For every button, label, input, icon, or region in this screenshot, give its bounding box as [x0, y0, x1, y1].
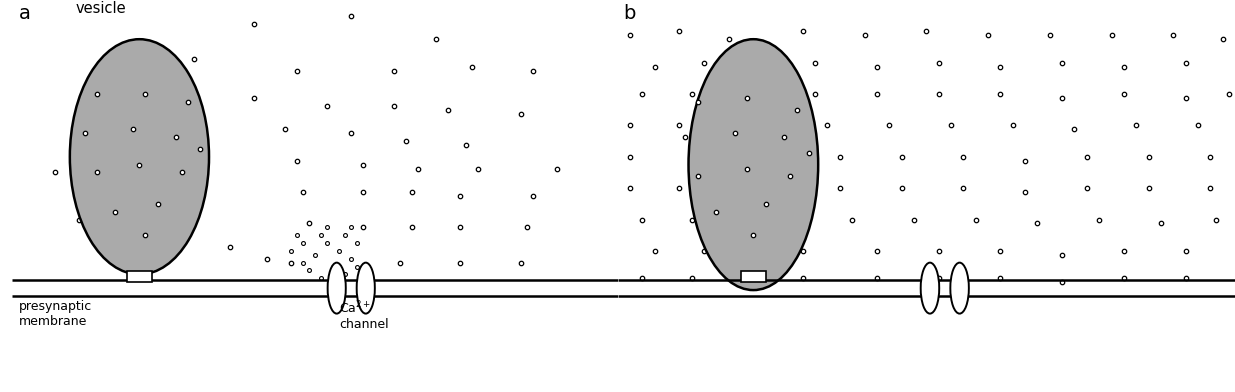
Text: presynaptic
membrane: presynaptic membrane [19, 300, 91, 328]
Ellipse shape [327, 263, 346, 314]
Ellipse shape [951, 263, 968, 314]
Ellipse shape [689, 39, 818, 290]
Text: a: a [19, 4, 31, 23]
Bar [127, 271, 152, 282]
Text: b: b [624, 4, 636, 23]
Text: vesicle: vesicle [75, 1, 126, 16]
Bar [741, 271, 766, 282]
Text: Ca$^{2+}$
channel: Ca$^{2+}$ channel [340, 300, 389, 332]
Ellipse shape [357, 263, 375, 314]
Ellipse shape [70, 39, 209, 274]
Ellipse shape [920, 263, 939, 314]
